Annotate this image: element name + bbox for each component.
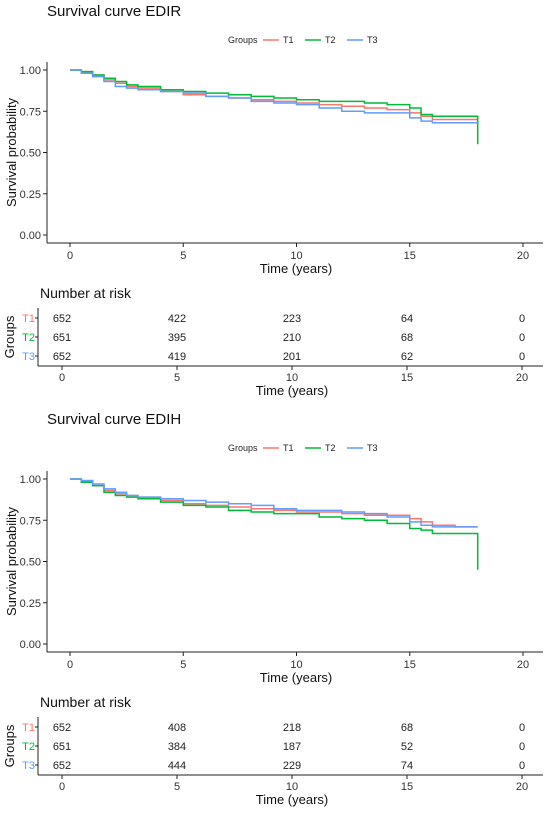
risk-cell: 52 <box>401 741 413 753</box>
risk-x-axis-label: Time (years) <box>256 383 328 398</box>
series-line-t1 <box>70 478 478 528</box>
y-tick-label: 0.25 <box>20 189 41 201</box>
risk-group-label-t2: T2 <box>22 332 35 344</box>
y-tick-label: 1.00 <box>20 474 41 486</box>
risk-x-tick-label: 0 <box>59 781 65 793</box>
risk-group-label-t1: T1 <box>22 313 35 325</box>
risk-table: Number at risk T1 652 408 218 68 0 T2 651 384 187 5… <box>2 694 543 807</box>
legend: Groups T1 T2 T3 <box>228 35 378 45</box>
risk-cell: 0 <box>519 741 525 753</box>
risk-cell: 68 <box>401 332 413 344</box>
legend-title: Groups <box>228 443 258 453</box>
risk-x-axis-label: Time (years) <box>256 792 328 807</box>
risk-cell: 0 <box>519 351 525 363</box>
risk-x-tick-label: 5 <box>174 372 180 384</box>
risk-cell: 74 <box>401 760 413 772</box>
x-tick-label: 0 <box>67 659 73 671</box>
risk-cell: 218 <box>283 722 301 734</box>
risk-cell: 652 <box>53 351 71 363</box>
risk-cell: 408 <box>168 722 186 734</box>
risk-x-tick-label: 15 <box>401 372 413 384</box>
x-tick-label: 20 <box>517 659 529 671</box>
legend-label-t1: T1 <box>283 443 294 453</box>
risk-y-axis-label: Groups <box>2 315 17 358</box>
risk-table-title: Number at risk <box>40 285 132 301</box>
y-tick-label: 0.75 <box>20 106 41 118</box>
x-axis-label: Time (years) <box>260 261 332 276</box>
risk-x-tick-label: 0 <box>59 372 65 384</box>
x-tick-label: 20 <box>517 250 529 262</box>
risk-cell: 187 <box>283 741 301 753</box>
series-line-t3 <box>70 69 478 124</box>
risk-y-axis-label: Groups <box>2 724 17 767</box>
y-tick-label: 0.75 <box>20 515 41 527</box>
risk-x-tick-label: 20 <box>516 372 528 384</box>
risk-cell: 651 <box>53 741 71 753</box>
y-axis-label: Survival probability <box>4 506 19 616</box>
risk-cell: 229 <box>283 760 301 772</box>
x-tick-label: 10 <box>290 250 302 262</box>
y-tick-label: 0.00 <box>20 639 41 651</box>
risk-cell: 652 <box>53 722 71 734</box>
risk-group-label-t3: T3 <box>22 351 35 363</box>
risk-cell: 223 <box>283 313 301 325</box>
legend-label-t3: T3 <box>367 35 378 45</box>
risk-table: Number at risk T1 652 422 223 64 0 T2 651 395 210 6… <box>2 285 543 398</box>
chart-title: Survival curve EDIH <box>47 411 181 428</box>
y-tick-label: 0.25 <box>20 598 41 610</box>
risk-x-tick-label: 10 <box>286 372 298 384</box>
chart-2: Survival curve EDIH Groups T1 T2 T3 0.00 0.25 0… <box>2 411 543 807</box>
legend-label-t2: T2 <box>325 35 336 45</box>
legend: Groups T1 T2 T3 <box>228 443 378 453</box>
risk-cell: 652 <box>53 760 71 772</box>
y-axis-label: Survival probability <box>4 97 19 207</box>
risk-cell: 201 <box>283 351 301 363</box>
risk-cell: 210 <box>283 332 301 344</box>
risk-cell: 419 <box>168 351 186 363</box>
x-axis-label: Time (years) <box>260 670 332 685</box>
risk-cell: 422 <box>168 313 186 325</box>
risk-cell: 444 <box>168 760 186 772</box>
risk-x-tick-label: 20 <box>516 781 528 793</box>
legend-label-t3: T3 <box>367 443 378 453</box>
legend-title: Groups <box>228 35 258 45</box>
series-line-t1 <box>70 69 478 121</box>
x-tick-label: 5 <box>180 250 186 262</box>
risk-cell: 0 <box>519 722 525 734</box>
x-tick-label: 15 <box>404 659 416 671</box>
risk-table-title: Number at risk <box>40 694 132 710</box>
risk-cell: 64 <box>401 313 413 325</box>
risk-cell: 62 <box>401 351 413 363</box>
series-line-t2 <box>70 69 479 145</box>
y-tick-label: 0.00 <box>20 230 41 242</box>
risk-cell: 384 <box>168 741 186 753</box>
risk-group-label-t2: T2 <box>22 741 35 753</box>
risk-x-tick-label: 15 <box>401 781 413 793</box>
series-line-t3 <box>70 478 478 528</box>
risk-cell: 651 <box>53 332 71 344</box>
risk-cell: 0 <box>519 313 525 325</box>
risk-cell: 68 <box>401 722 413 734</box>
chart-1: Survival curve EDIR Groups T1 T2 T3 0.00 0.25 0… <box>2 3 543 398</box>
risk-group-label-t3: T3 <box>22 760 35 772</box>
series-line-t2 <box>70 478 479 570</box>
risk-cell: 395 <box>168 332 186 344</box>
chart-title: Survival curve EDIR <box>47 3 181 20</box>
risk-group-label-t1: T1 <box>22 722 35 734</box>
x-tick-label: 10 <box>290 659 302 671</box>
y-tick-label: 0.50 <box>20 148 41 160</box>
risk-cell: 652 <box>53 313 71 325</box>
y-tick-label: 1.00 <box>20 65 41 77</box>
risk-x-tick-label: 10 <box>286 781 298 793</box>
legend-label-t2: T2 <box>325 443 336 453</box>
x-tick-label: 15 <box>404 250 416 262</box>
legend-label-t1: T1 <box>283 35 294 45</box>
y-tick-label: 0.50 <box>20 557 41 569</box>
risk-x-tick-label: 5 <box>174 781 180 793</box>
risk-cell: 0 <box>519 332 525 344</box>
x-tick-label: 0 <box>67 250 73 262</box>
risk-cell: 0 <box>519 760 525 772</box>
x-tick-label: 5 <box>180 659 186 671</box>
